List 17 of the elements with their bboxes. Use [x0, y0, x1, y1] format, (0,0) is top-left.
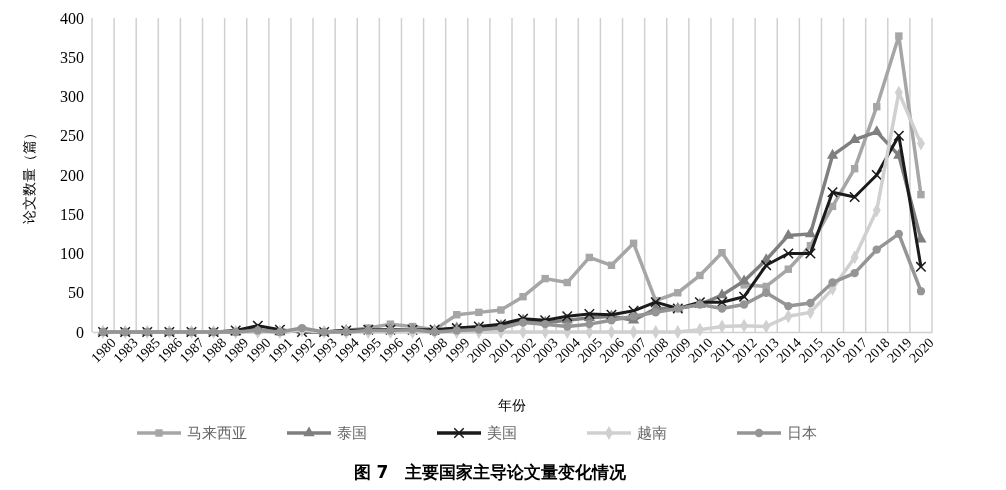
y-tick-label: 300 [60, 88, 84, 106]
legend-label: 泰国 [337, 425, 367, 442]
y-axis-title: 论文数量（篇） [22, 126, 37, 224]
y-tick-label: 50 [68, 284, 84, 302]
legend-label: 日本 [787, 425, 817, 442]
y-tick-label: 250 [60, 127, 84, 145]
y-tick-label: 200 [60, 166, 84, 184]
y-tick-label: 400 [60, 9, 84, 27]
legend-label: 马来西亚 [187, 425, 247, 442]
y-tick-label: 350 [60, 48, 84, 66]
legend-label: 越南 [637, 425, 667, 442]
y-tick-label: 0 [76, 323, 84, 341]
text: 图 7 主要国家主导论文量变化情况 [353, 462, 628, 482]
x-axis-title: 年份 [498, 398, 526, 413]
y-tick-label: 150 [60, 205, 84, 223]
legend-label: 美国 [487, 425, 517, 442]
y-tick-label: 100 [60, 245, 84, 263]
